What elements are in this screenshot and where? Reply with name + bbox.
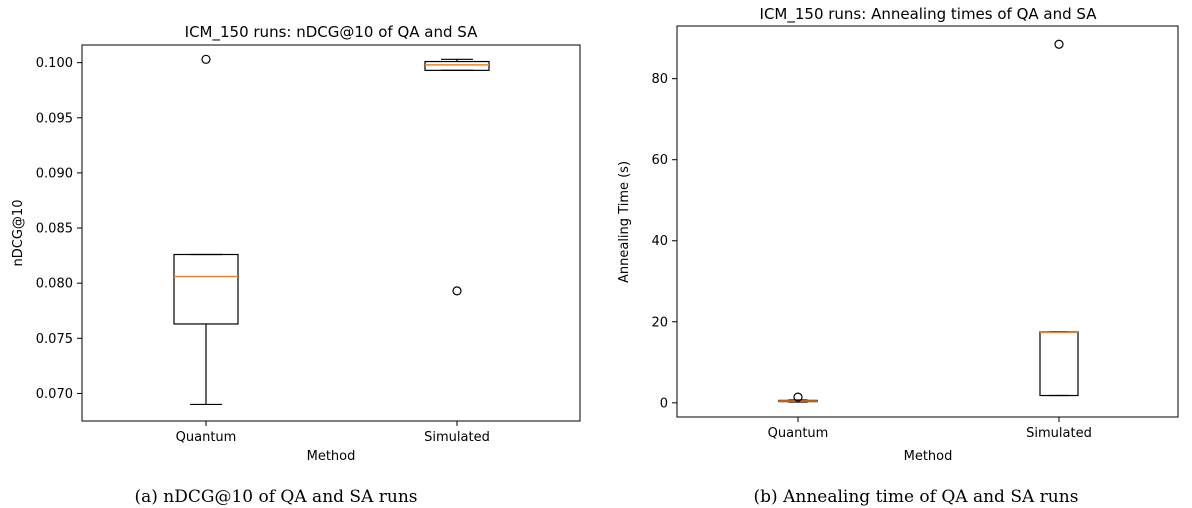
- y-tick-label: 80: [651, 72, 668, 87]
- y-axis-label: Annealing Time (s): [617, 161, 632, 283]
- x-tick-label: Quantum: [768, 426, 829, 441]
- y-tick-label: 0.080: [36, 277, 73, 292]
- y-tick-label: 0.085: [36, 222, 73, 237]
- y-tick-label: 0.075: [36, 332, 73, 347]
- y-tick-label: 0.095: [36, 111, 73, 126]
- y-tick-label: 0.100: [36, 56, 73, 71]
- chart-panel-annealing-time: ICM_150 runs: Annealing times of QA and …: [617, 5, 1179, 507]
- y-tick-label: 40: [651, 234, 668, 249]
- figure-caption: (b) Annealing time of QA and SA runs: [754, 487, 1079, 507]
- box-iqr: [424, 60, 490, 71]
- y-tick-label: 20: [651, 315, 668, 330]
- y-axis-label: nDCG@10: [11, 200, 26, 267]
- x-axis: Quantum Simulated: [176, 421, 490, 445]
- figure-caption: (a) nDCG@10 of QA and SA runs: [135, 487, 418, 507]
- y-tick-label: 60: [651, 153, 668, 168]
- box-iqr: [1039, 331, 1079, 397]
- x-axis-label: Method: [307, 449, 356, 464]
- box-plots: [173, 54, 490, 406]
- y-tick-label: 0.070: [36, 387, 73, 402]
- outlier-point: [201, 54, 211, 64]
- box-quantum: [173, 54, 239, 406]
- plot-frame: [81, 44, 581, 422]
- outlier-point: [1054, 39, 1064, 49]
- x-tick-label: Simulated: [1026, 426, 1092, 441]
- x-axis-label: Method: [904, 449, 953, 464]
- y-tick-label: 0: [660, 396, 668, 411]
- x-axis: Quantum Simulated: [768, 417, 1092, 441]
- y-axis: 0.070 0.075 0.080 0.085 0.090 0.095 0.100: [36, 56, 82, 402]
- chart-title: ICM_150 runs: nDCG@10 of QA and SA: [185, 23, 478, 42]
- x-tick-label: Simulated: [424, 430, 490, 445]
- box-quantum: [778, 392, 818, 403]
- chart-panel-ndcg: ICM_150 runs: nDCG@10 of QA and SA 0.070…: [11, 23, 581, 507]
- outlier-point: [793, 392, 803, 402]
- box-simulated: [424, 58, 490, 296]
- box-iqr: [173, 253, 239, 325]
- x-tick-label: Quantum: [176, 430, 237, 445]
- plot-frame: [676, 25, 1179, 418]
- box-plots: [778, 39, 1079, 403]
- box-simulated: [1039, 39, 1079, 397]
- y-tick-label: 0.090: [36, 166, 73, 181]
- chart-title: ICM_150 runs: Annealing times of QA and …: [760, 5, 1098, 24]
- y-axis: 0 20 40 60 80: [651, 72, 677, 411]
- outlier-point: [452, 286, 462, 296]
